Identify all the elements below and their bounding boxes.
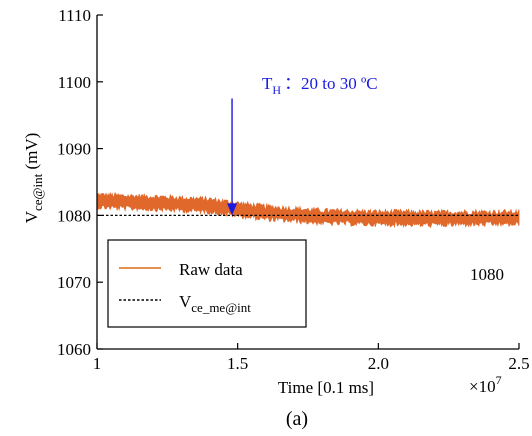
y-axis-title-sub: ce@int: [30, 173, 45, 211]
x-ticks: 1 1.5 2.0 2.5: [93, 343, 530, 373]
legend-box: [107, 239, 307, 328]
y-axis-title-unit: (mV): [22, 133, 41, 174]
x-multiplier-base: ×10: [469, 377, 496, 396]
legend-raw-label: Raw data: [179, 260, 243, 279]
y-tick-label: 1060: [57, 340, 91, 359]
legend-me-label-sub: ce_me@int: [191, 300, 251, 315]
x-tick-label: 2.0: [368, 354, 389, 373]
corner-value-label: 1080: [470, 265, 504, 284]
y-axis-title-main: V: [22, 210, 41, 223]
annotation-arrow-head: [227, 203, 238, 216]
y-ticks: 1060 1070 1080 1090 1100 1110: [57, 6, 103, 359]
legend-me-label: Vce_me@int: [179, 292, 251, 315]
y-tick-label: 1110: [58, 6, 91, 25]
x-tick-label: 1: [93, 354, 102, 373]
y-axis-title: Vce@int (mV): [22, 133, 45, 224]
raw-data-series: [96, 191, 520, 229]
x-axis-title: Time [0.1 ms]: [278, 378, 374, 397]
annotation-label-sub: H: [272, 83, 281, 97]
annotation-label: TH ：20 to 30 ºC: [262, 74, 378, 97]
x-tick-label: 1.5: [227, 354, 248, 373]
x-multiplier-exp: 7: [496, 373, 502, 387]
y-tick-label: 1070: [57, 273, 91, 292]
legend-me-label-main: V: [179, 292, 192, 311]
annotation-label-main: T: [262, 74, 273, 93]
x-tick-label: 2.5: [508, 354, 529, 373]
y-tick-label: 1100: [58, 73, 91, 92]
y-tick-label: 1080: [57, 206, 91, 225]
figure-caption: (a): [286, 408, 308, 430]
x-multiplier: ×107: [469, 373, 502, 396]
annotation-label-rest: ：20 to 30 ºC: [284, 74, 378, 93]
y-tick-label: 1090: [57, 140, 91, 159]
legend: Raw data Vce_me@int: [107, 239, 307, 328]
